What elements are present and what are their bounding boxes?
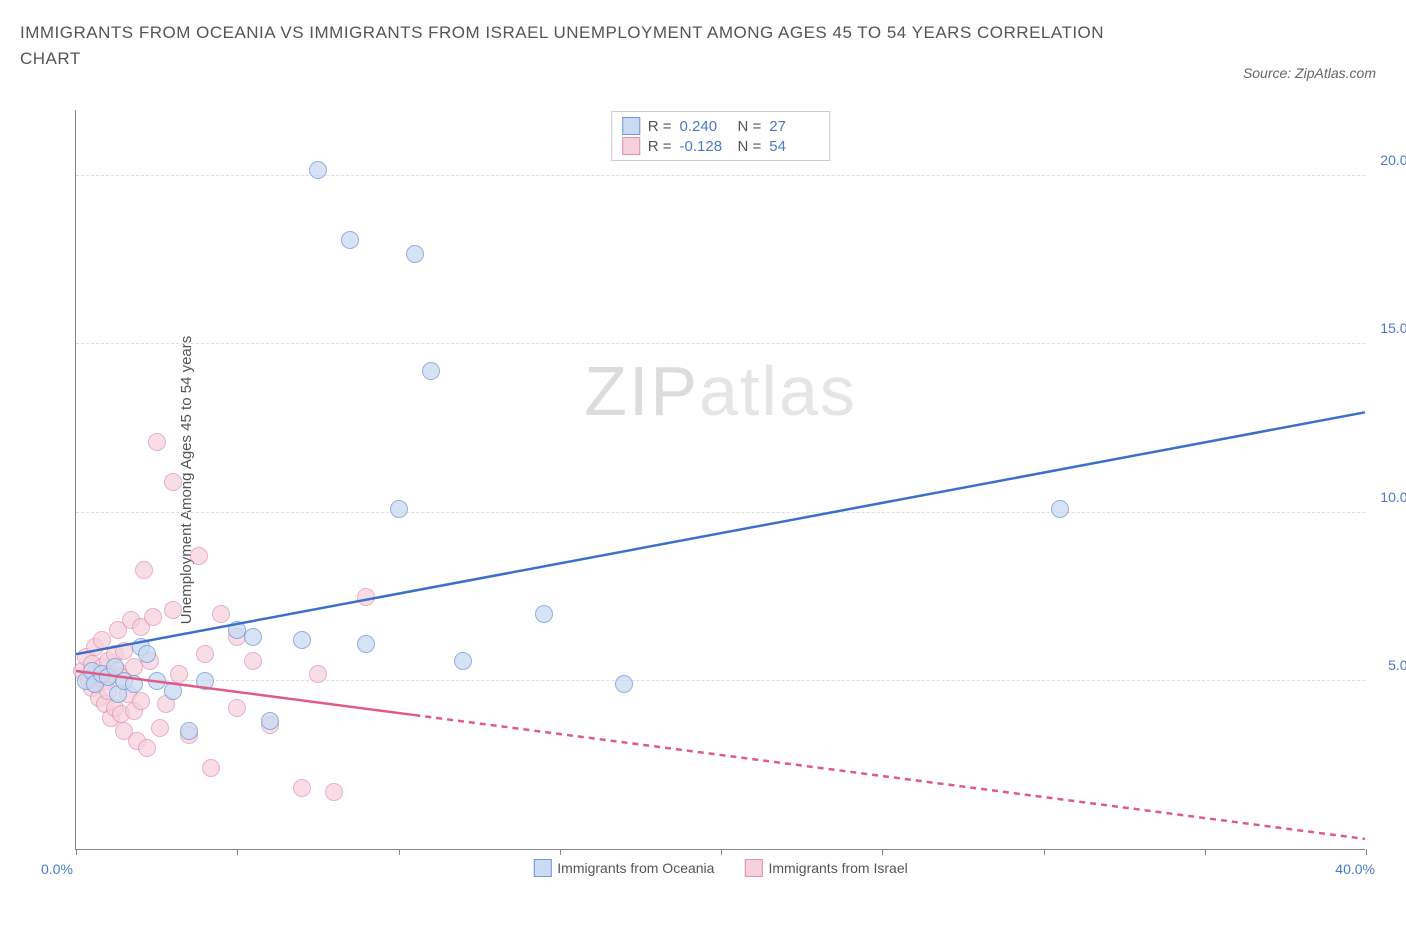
x-tick	[882, 849, 883, 855]
data-point	[212, 605, 230, 623]
data-point	[228, 699, 246, 717]
data-point	[125, 675, 143, 693]
data-point	[422, 362, 440, 380]
x-tick	[1205, 849, 1206, 855]
grid-line	[76, 512, 1365, 513]
x-tick	[76, 849, 77, 855]
swatch-israel	[622, 137, 640, 155]
data-point	[244, 628, 262, 646]
source-attribution: Source: ZipAtlas.com	[1243, 65, 1376, 81]
x-tick	[399, 849, 400, 855]
data-point	[196, 672, 214, 690]
x-min-label: 0.0%	[41, 861, 73, 877]
data-point	[454, 652, 472, 670]
r-value-israel: -0.128	[680, 138, 730, 155]
data-point	[135, 561, 153, 579]
data-point	[202, 759, 220, 777]
data-point	[144, 608, 162, 626]
y-tick-label: 10.0%	[1370, 489, 1406, 505]
x-tick	[237, 849, 238, 855]
watermark: ZIPatlas	[584, 351, 857, 431]
y-tick-label: 5.0%	[1370, 657, 1406, 673]
data-point	[357, 588, 375, 606]
legend-stats-box: R = 0.240 N = 27 R = -0.128 N = 54	[611, 111, 831, 161]
y-tick-label: 15.0%	[1370, 320, 1406, 336]
data-point	[164, 473, 182, 491]
n-value-israel: 54	[769, 138, 819, 155]
data-point	[148, 672, 166, 690]
data-point	[164, 682, 182, 700]
chart-container: IMMIGRANTS FROM OCEANIA VS IMMIGRANTS FR…	[20, 20, 1386, 910]
data-point	[357, 635, 375, 653]
n-value-oceania: 27	[769, 118, 819, 135]
legend-stats-row-israel: R = -0.128 N = 54	[622, 136, 820, 156]
grid-line	[76, 680, 1365, 681]
data-point	[615, 675, 633, 693]
data-point	[138, 739, 156, 757]
data-point	[325, 783, 343, 801]
x-tick	[1366, 849, 1367, 855]
data-point	[535, 605, 553, 623]
y-tick-label: 20.0%	[1370, 152, 1406, 168]
grid-line	[76, 343, 1365, 344]
data-point	[196, 645, 214, 663]
grid-line	[76, 175, 1365, 176]
data-point	[341, 231, 359, 249]
data-point	[148, 433, 166, 451]
data-point	[138, 645, 156, 663]
data-point	[293, 779, 311, 797]
data-point	[309, 665, 327, 683]
swatch-oceania	[622, 117, 640, 135]
data-point	[132, 692, 150, 710]
data-point	[1051, 500, 1069, 518]
data-point	[406, 245, 424, 263]
data-point	[151, 719, 169, 737]
data-point	[244, 652, 262, 670]
x-tick	[1044, 849, 1045, 855]
chart-title: IMMIGRANTS FROM OCEANIA VS IMMIGRANTS FR…	[20, 20, 1120, 71]
trend-lines	[76, 110, 1365, 849]
swatch-israel-bottom	[744, 859, 762, 877]
data-point	[309, 161, 327, 179]
data-point	[164, 601, 182, 619]
swatch-oceania-bottom	[533, 859, 551, 877]
data-point	[293, 631, 311, 649]
r-value-oceania: 0.240	[680, 118, 730, 135]
data-point	[261, 712, 279, 730]
legend-item-oceania: Immigrants from Oceania	[533, 859, 714, 877]
x-max-label: 40.0%	[1335, 861, 1375, 877]
data-point	[180, 722, 198, 740]
data-point	[170, 665, 188, 683]
bottom-legend: Immigrants from Oceania Immigrants from …	[533, 859, 907, 877]
plot-area: ZIPatlas R = 0.240 N = 27 R = -0.128 N =…	[75, 110, 1365, 850]
legend-stats-row-oceania: R = 0.240 N = 27	[622, 116, 820, 136]
x-tick	[560, 849, 561, 855]
data-point	[115, 642, 133, 660]
legend-item-israel: Immigrants from Israel	[744, 859, 907, 877]
data-point	[390, 500, 408, 518]
x-tick	[721, 849, 722, 855]
data-point	[190, 547, 208, 565]
